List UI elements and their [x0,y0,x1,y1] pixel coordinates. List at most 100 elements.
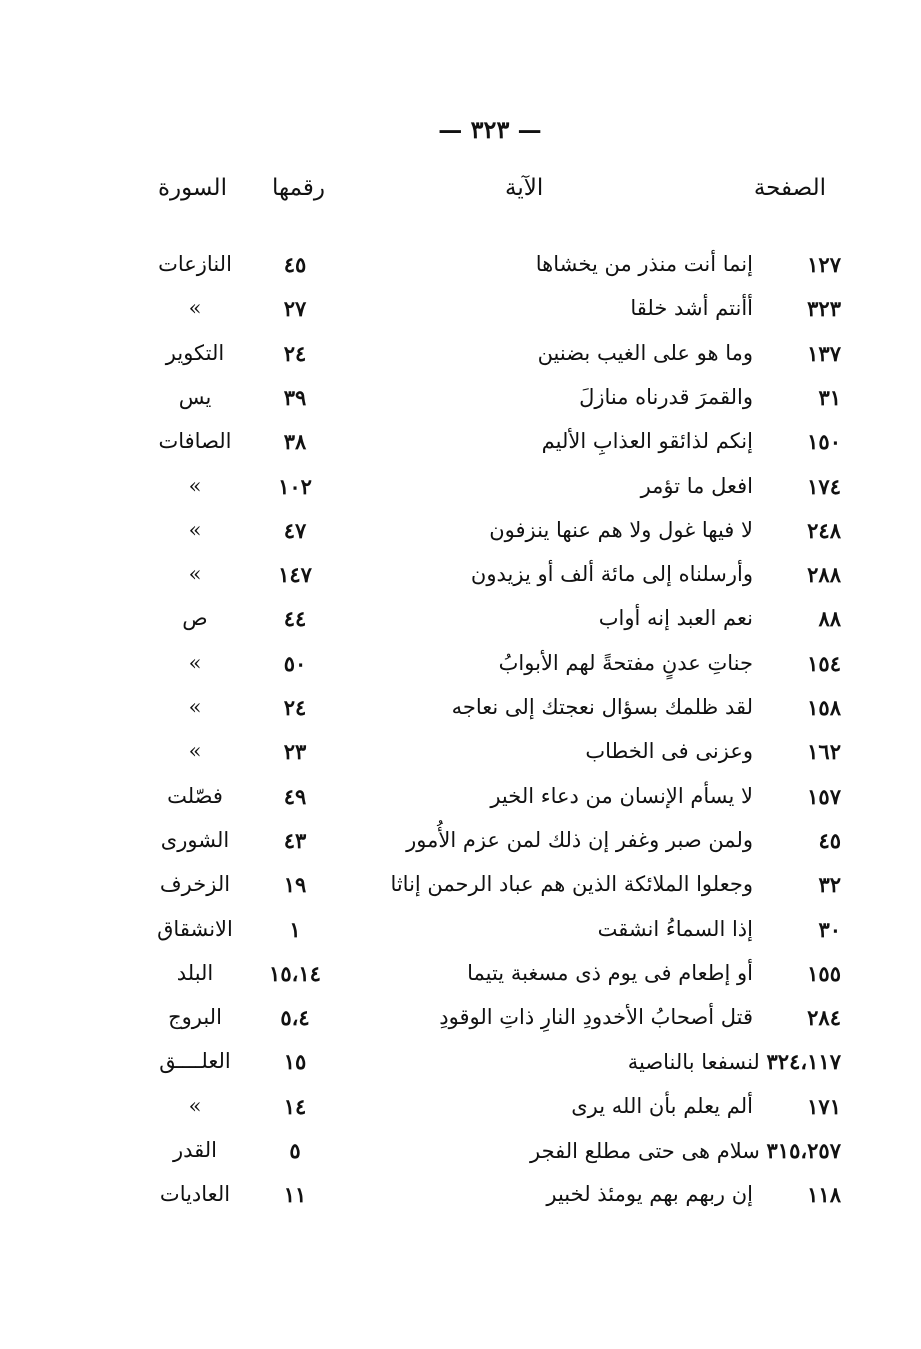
verse-cell: افعل ما تؤمر [640,473,753,498]
table-row: ٤٥ ولمن صبر وغفر إن ذلك لمن عزم الأُمور ٤٣… [0,828,921,868]
table-row: ٨٨ نعم العبد إنه أواب ٤٤ ص [0,606,921,646]
verse-cell: قتل أصحابُ الأخدودِ النارِ ذاتِ الوقودِ [439,1005,753,1030]
header-page: الصفحة [753,175,826,201]
table-row: ١٥٤ جناتِ عدنٍ مفتحةً لهم الأبوابُ ٥٠ » [0,651,921,691]
verse-number-cell: ٤٣ [283,827,307,853]
page-cell: ٢٨٨ [807,562,841,588]
page-cell: ٨٨ [818,606,841,632]
page-cell: ٣٢ [818,872,841,898]
table-row: ١٢٧ إنما أنت منذر من يخشاها ٤٥ النازعات [0,252,921,292]
surah-cell: يس [178,384,212,409]
page-cell: ١١٨ [807,1182,841,1208]
table-row: ١٥٨ لقد ظلمك بسؤال نعجتك إلى نعاجه ٢٤ » [0,695,921,735]
surah-cell: البروج [168,1005,222,1030]
verse-number-cell: ٢٣ [283,739,307,765]
page-cell: ١٧١ [807,1093,841,1119]
surah-cell: » [188,473,202,498]
verse-cell: جناتِ عدنٍ مفتحةً لهم الأبوابُ [498,650,753,675]
verse-number-cell: ٣٩ [283,384,307,410]
verse-number-cell: ٢٤ [283,340,307,366]
surah-cell: القدر [172,1138,218,1162]
page-cell: ١٥٤ [807,650,841,676]
page-cell: ٣١ [818,384,841,410]
table-row: ١٣٧ وما هو على الغيب بضنين ٢٤ التكوير [0,341,921,381]
verse-number-cell: ١٠٢ [278,473,312,499]
page-cell: ٣٢٤،١١٧ [766,1049,841,1075]
verse-cell: أو إطعام فى يوم ذى مسغبة يتيما [467,960,753,985]
surah-cell: الزخرف [159,872,231,897]
verse-cell: والقمرَ قدرناه منازلَ [579,384,753,409]
surah-cell: » [188,695,202,719]
page-cell: ٢٤٨ [807,517,841,543]
page-cell: ١٣٧ [807,340,841,366]
verse-number-cell: ٤٤ [283,606,307,632]
table-row: ١٥٧ لا يسأم الإنسان من دعاء الخير ٤٩ فصّلت [0,784,921,824]
verse-number-cell: ٤٩ [283,783,307,809]
surah-cell: فصّلت [167,783,223,808]
verse-number-cell: ٢٧ [283,296,307,322]
page-cell: ٣١٥،٢٥٧ [766,1138,841,1163]
verse-cell: لا يسأم الإنسان من دعاء الخير [490,783,753,808]
surah-cell: الشورى [160,827,230,852]
verse-number-cell: ٥ [289,1138,301,1163]
table-row: ٣٢٣ أأنتم أشد خلقا ٢٧ » [0,296,921,336]
table-row: ٣٠ إذا السماءُ انشقت ١ الانشقاق [0,917,921,957]
verse-cell: وأرسلناه إلى مائة ألف أو يزيدون [470,562,753,587]
page-cell: ٢٨٤ [807,1005,841,1031]
surah-cell: ص [182,606,208,631]
verse-cell: نعم العبد إنه أواب [598,606,753,631]
page-cell: ١٥٨ [807,695,841,720]
verse-number-cell: ١٤ [283,1093,307,1119]
page-cell: ٣٢٣ [807,296,841,322]
page-cell: ١٥٧ [807,783,841,809]
verse-number-cell: ٤٧ [283,517,307,543]
table-row: ٢٤٨ لا فيها غول ولا هم عنها ينزفون ٤٧ » [0,518,921,558]
surah-cell: الصافات [158,429,232,454]
table-row: ٢٨٨ وأرسلناه إلى مائة ألف أو يزيدون ١٤٧ » [0,562,921,602]
surah-cell: الانشقاق [157,916,233,941]
surah-cell: البلد [176,960,214,985]
table-row: ١٧١ ألم يعلم بأن الله يرى ١٤ » [0,1094,921,1134]
verse-cell: لا فيها غول ولا هم عنها ينزفون [489,517,753,542]
verse-number-cell: ٤٥ [283,252,307,277]
verse-cell: إن ربهم بهم يومئذ لخبير [546,1182,753,1207]
verse-number-cell: ٣٨ [283,429,307,455]
surah-cell: » [188,739,202,764]
page-cell: ١٧٤ [807,473,841,499]
surah-cell: العاديات [159,1182,231,1207]
table-row: ٣١ والقمرَ قدرناه منازلَ ٣٩ يس [0,385,921,425]
verse-cell: ألم يعلم بأن الله يرى [571,1093,753,1118]
verse-cell: وجعلوا الملائكة الذين هم عباد الرحمن إنا… [390,872,753,897]
verse-number-cell: ١٥ [283,1049,307,1075]
verse-number-cell: ١٤٧ [278,562,312,588]
verse-cell: وعزنى فى الخطاب [585,739,753,764]
table-row: ٣٢٤،١١٧ لنسفعا بالناصية ١٥ العلــــق [0,1049,921,1089]
verse-cell: إنما أنت منذر من يخشاها [535,252,753,276]
verse-cell: لقد ظلمك بسؤال نعجتك إلى نعاجه [451,695,753,719]
page-cell: ١٥٥ [807,960,841,986]
page-cell: ٤٥ [818,827,841,853]
verse-cell: أأنتم أشد خلقا [630,296,753,321]
page-number: — ٣٢٣ — [438,115,542,144]
header-number: رقمها [272,175,326,201]
verse-number-cell: ١١ [283,1182,307,1208]
header-surah: السورة [158,175,227,201]
page-cell: ١٥٠ [807,429,841,455]
surah-cell: » [188,296,202,321]
verse-cell: إنكم لذائقو العذابِ الأليم [541,429,753,454]
table-row: ١٦٢ وعزنى فى الخطاب ٢٣ » [0,739,921,779]
verse-cell: سلام هى حتى مطلع الفجر [530,1139,760,1163]
page-and-verse: ٣١٥،٢٥٧ سلام هى حتى مطلع الفجر [530,1138,841,1163]
table-row: ٢٨٤ قتل أصحابُ الأخدودِ النارِ ذاتِ الوقو… [0,1005,921,1045]
surah-cell: » [188,650,202,675]
verse-cell: وما هو على الغيب بضنين [537,340,753,365]
verse-cell: ولمن صبر وغفر إن ذلك لمن عزم الأُمور [406,827,753,852]
table-row: ٣١٥،٢٥٧ سلام هى حتى مطلع الفجر ٥ القدر [0,1138,921,1178]
verse-number-cell: ٥٠ [283,650,307,676]
surah-cell: النازعات [158,252,232,276]
surah-cell: العلــــق [159,1049,231,1074]
verse-cell: إذا السماءُ انشقت [597,916,753,941]
surah-cell: » [188,1093,202,1118]
table-row: ١٥٥ أو إطعام فى يوم ذى مسغبة يتيما ١٥،١٤ ال… [0,961,921,1001]
page-cell: ١٦٢ [807,739,841,765]
